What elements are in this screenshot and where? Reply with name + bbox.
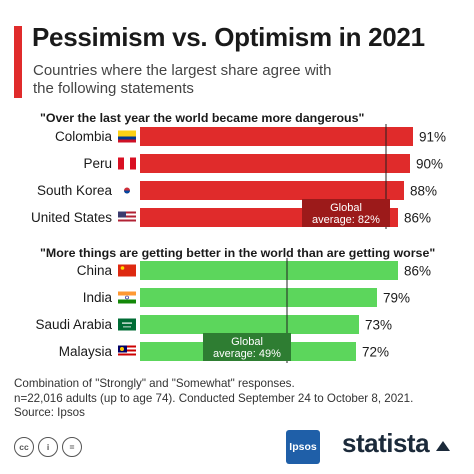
- value-label-malaysia: 72%: [362, 345, 389, 360]
- flag-part: [118, 221, 136, 224]
- global-average-label-1: Global: [330, 202, 362, 214]
- bar-saudi-arabia: [140, 315, 359, 334]
- footnote: Combination of "Strongly" and "Somewhat"…: [14, 377, 413, 421]
- flag-part: [118, 355, 136, 358]
- flag-saudi-arabia-icon: [118, 318, 136, 331]
- flag-part: [118, 139, 136, 143]
- global-average-box-1: [302, 199, 390, 227]
- flag-part: [118, 136, 136, 140]
- flag-colombia-icon: [118, 130, 136, 143]
- global-average-value-1: average: 82%: [312, 214, 380, 226]
- flag-part: [123, 326, 131, 328]
- category-label-india: India: [83, 290, 113, 305]
- chart-title: Pessimism vs. Optimism in 2021: [32, 22, 425, 52]
- category-label-south-korea: South Korea: [37, 183, 113, 198]
- flag-part: [130, 157, 136, 170]
- flag-part: [118, 217, 136, 220]
- value-label-south-korea: 88%: [410, 184, 437, 199]
- flag-part: [118, 211, 136, 214]
- flag-part: [118, 318, 136, 331]
- value-label-peru: 90%: [416, 157, 443, 172]
- value-label-united-states: 86%: [404, 211, 431, 226]
- flag-part: [118, 291, 136, 296]
- license-icons: cc i =: [14, 437, 82, 457]
- flag-part: [118, 264, 136, 277]
- flag-part: [118, 157, 124, 170]
- global-average-label-2: Global: [231, 336, 263, 348]
- flag-part: [120, 266, 125, 270]
- footnote-sample: n=22,016 adults (up to age 74). Conducte…: [14, 391, 414, 405]
- value-label-india: 79%: [383, 291, 410, 306]
- bar-china: [140, 261, 398, 280]
- flag-part: [118, 215, 136, 218]
- category-label-united-states: United States: [31, 210, 112, 225]
- section-title-dangerous: "Over the last year the world became mor…: [40, 111, 365, 125]
- footnote-source: Source: Ipsos: [14, 406, 85, 419]
- ipsos-logo: Ipsos: [286, 430, 320, 464]
- flag-part: [118, 219, 136, 222]
- statista-logo: statista: [342, 428, 430, 458]
- bar-south-korea: [140, 181, 404, 200]
- global-average-box-2: [203, 333, 291, 361]
- attribution-icon[interactable]: i: [38, 437, 58, 457]
- category-label-china: China: [77, 263, 113, 278]
- bar-peru: [140, 154, 410, 173]
- footnote-responses: Combination of "Strongly" and "Somewhat"…: [14, 377, 295, 390]
- category-label-saudi-arabia: Saudi Arabia: [35, 317, 112, 332]
- flag-peru-icon: [118, 157, 136, 170]
- bar-india: [140, 288, 377, 307]
- value-label-china: 86%: [404, 264, 431, 279]
- statista-mark-icon: [436, 441, 450, 451]
- flag-part: [118, 353, 136, 356]
- creative-commons-icon[interactable]: cc: [14, 437, 34, 457]
- flag-india-icon: [118, 291, 136, 304]
- category-label-malaysia: Malaysia: [59, 344, 113, 359]
- no-derivatives-icon[interactable]: =: [62, 437, 82, 457]
- flag-part: [118, 211, 126, 218]
- flag-china-icon: [118, 264, 136, 277]
- bar-colombia: [140, 127, 413, 146]
- value-label-saudi-arabia: 73%: [365, 318, 392, 333]
- category-label-peru: Peru: [83, 156, 112, 171]
- flag-part: [118, 213, 136, 216]
- category-label-colombia: Colombia: [55, 129, 113, 144]
- global-average-value-2: average: 49%: [213, 348, 281, 360]
- flag-united-states-icon: [118, 211, 136, 224]
- flag-part: [122, 322, 132, 324]
- flag-part: [118, 299, 136, 304]
- flag-part: [124, 190, 130, 194]
- section-title-better: "More things are getting better in the w…: [40, 246, 436, 260]
- flag-part: [120, 347, 124, 351]
- flag-south-korea-icon: [118, 184, 136, 197]
- flag-part: [124, 157, 130, 170]
- flag-part: [118, 295, 136, 300]
- flag-part: [118, 130, 136, 137]
- flag-part: [125, 295, 129, 300]
- chart-subtitle: Countries where the largest share agree …: [33, 62, 332, 97]
- value-label-colombia: 91%: [419, 130, 446, 145]
- title-accent-bar: [14, 26, 22, 98]
- flag-malaysia-icon: [118, 345, 136, 358]
